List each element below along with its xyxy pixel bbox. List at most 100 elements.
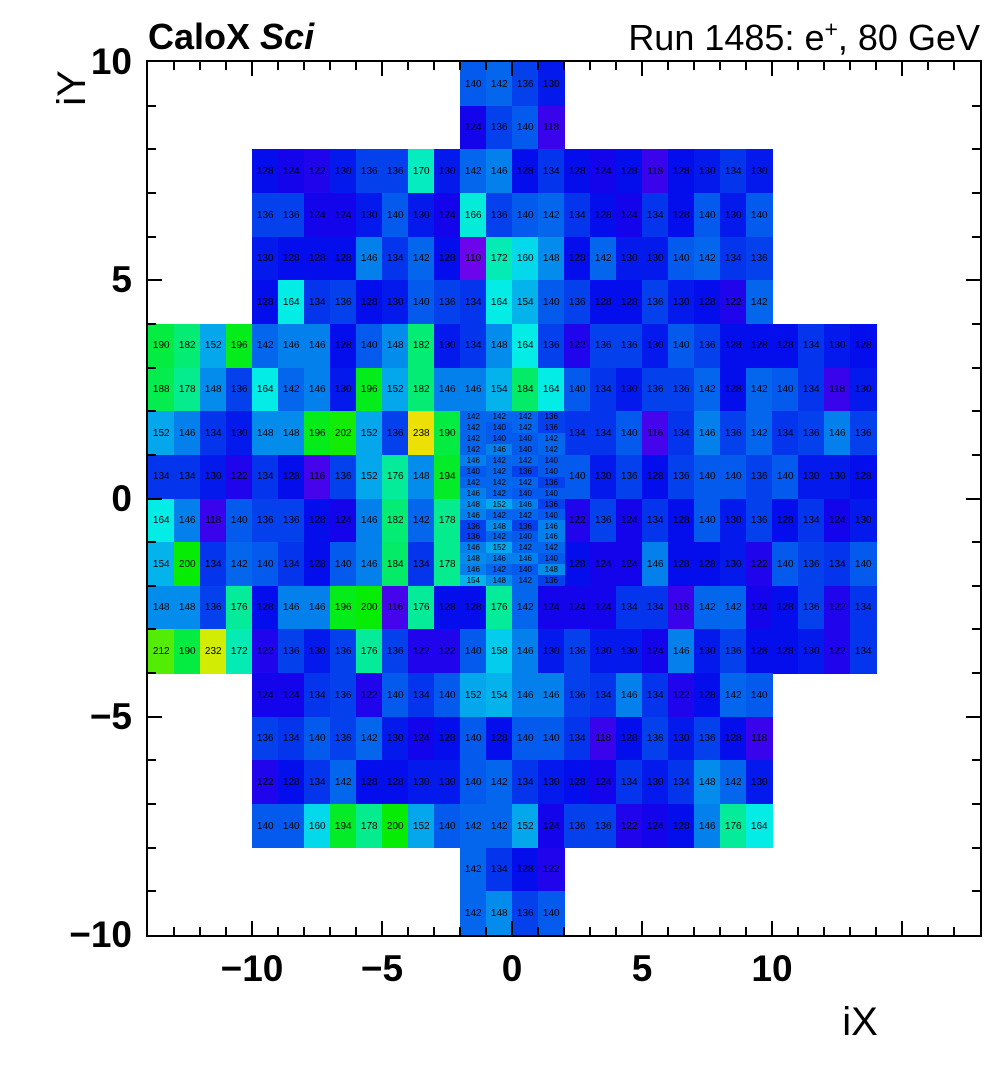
- heatmap-cell: 140: [512, 531, 539, 543]
- y-axis-tick: [972, 890, 980, 893]
- heatmap-cell: 134: [668, 760, 695, 805]
- heatmap-cell: 130: [382, 280, 409, 325]
- heatmap-cell: 136: [668, 454, 695, 499]
- heatmap-cell: 122: [226, 454, 253, 499]
- heatmap-cell: 140: [382, 673, 409, 718]
- heatmap-cell: 190: [174, 629, 201, 674]
- x-axis-tick: [589, 62, 591, 70]
- heatmap-cell: 124: [538, 585, 565, 630]
- heatmap-cell: 148: [538, 563, 565, 576]
- y-axis-tick: [972, 322, 980, 325]
- heatmap-cell: 122: [668, 673, 695, 718]
- heatmap-cell: 130: [720, 542, 747, 587]
- heatmap-cell: 136: [798, 585, 825, 630]
- heatmap-cell: 176: [356, 629, 383, 674]
- heatmap-cell: 146: [356, 542, 383, 587]
- heatmap-cell: 136: [798, 542, 825, 587]
- heatmap-cell: 134: [304, 280, 331, 325]
- heatmap-cell: 134: [278, 542, 305, 587]
- heatmap-cell: 122: [408, 629, 435, 674]
- heatmap-cell: 122: [616, 804, 643, 849]
- heatmap-cell: 130: [694, 629, 721, 674]
- heatmap-cell: 130: [798, 454, 825, 499]
- heatmap-cell: 128: [278, 760, 305, 805]
- heatmap-cell: 200: [174, 542, 201, 587]
- heatmap-cell: 134: [174, 454, 201, 499]
- heatmap-cell: 136: [330, 673, 357, 718]
- heatmap-cell: 142: [538, 443, 565, 456]
- heatmap-cell: 140: [538, 454, 565, 467]
- x-axis-tick: [251, 62, 253, 76]
- heatmap-cell: 130: [720, 192, 747, 238]
- heatmap-cell: 134: [512, 760, 539, 805]
- heatmap-cell: 130: [304, 629, 331, 674]
- heatmap-cell: 178: [174, 367, 201, 412]
- y-axis-tick: [972, 541, 980, 544]
- heatmap-cell: 124: [278, 673, 305, 718]
- heatmap-cell: 140: [512, 433, 539, 445]
- heatmap-cell: 134: [772, 411, 799, 456]
- x-axis-tick: [667, 62, 669, 70]
- x-axis-tick: [693, 927, 695, 935]
- heatmap-cell: 130: [538, 760, 565, 805]
- heatmap-cell: 124: [330, 192, 357, 238]
- heatmap-cell: 140: [512, 563, 539, 576]
- heatmap-cell: 146: [434, 367, 461, 412]
- heatmap-cell: 124: [278, 149, 305, 194]
- heatmap-cell: 190: [148, 323, 175, 369]
- y-axis-title: iY: [50, 70, 94, 106]
- heatmap-cell: 136: [382, 149, 409, 194]
- heatmap-cell: 146: [538, 673, 565, 718]
- y-axis-tick: [148, 759, 156, 762]
- heatmap-cell: 130: [590, 454, 617, 499]
- heatmap-cell: 122: [304, 149, 331, 194]
- heatmap-cell: 182: [408, 323, 435, 369]
- heatmap-cell: 116: [642, 411, 669, 456]
- x-axis-tick: [901, 921, 903, 935]
- x-axis-tick: [875, 62, 877, 70]
- heatmap-cell: 140: [460, 465, 487, 478]
- heatmap-cell: 128: [512, 149, 539, 194]
- heatmap-cell: 136: [330, 716, 357, 761]
- x-axis-tick: [823, 927, 825, 935]
- heatmap-cell: 118: [590, 716, 617, 761]
- heatmap-cell: 118: [538, 105, 565, 150]
- heatmap-cell: 130: [642, 760, 669, 805]
- heatmap-cell: 136: [460, 531, 487, 543]
- heatmap-cell: 142: [720, 673, 747, 718]
- x-axis-tick: [225, 927, 227, 935]
- heatmap-cell: 142: [486, 411, 513, 423]
- heatmap-cell: 130: [642, 236, 669, 281]
- heatmap-cell: 118: [642, 149, 669, 194]
- heatmap-cell: 142: [460, 476, 487, 489]
- x-axis-tick: [771, 62, 773, 76]
- heatmap-cell: 146: [512, 498, 539, 510]
- heatmap-cell: 128: [278, 236, 305, 281]
- heatmap-cell: 140: [694, 192, 721, 238]
- heatmap-cell: 134: [798, 498, 825, 543]
- heatmap-cell: 142: [694, 236, 721, 281]
- heatmap-cell: 136: [746, 498, 773, 543]
- heatmap-cell: 136: [512, 62, 539, 107]
- heatmap-cell: 136: [382, 411, 409, 456]
- heatmap-cell: 152: [356, 454, 383, 499]
- heatmap-cell: 142: [694, 367, 721, 412]
- heatmap-cell: 136: [616, 323, 643, 369]
- heatmap-cell: 136: [590, 323, 617, 369]
- y-tick-label: 10: [90, 41, 132, 82]
- heatmap-cell: 122: [538, 847, 565, 892]
- heatmap-cell: 164: [538, 367, 565, 412]
- heatmap-cell: 136: [278, 192, 305, 238]
- x-axis-tick: [277, 62, 279, 70]
- x-axis-tick: [277, 927, 279, 935]
- heatmap-cell: 130: [746, 149, 773, 194]
- heatmap-cell: 134: [642, 498, 669, 543]
- heatmap-cell: 154: [486, 367, 513, 412]
- x-axis-tick: [173, 62, 175, 70]
- heatmap-cell: 146: [486, 553, 513, 565]
- x-axis-tick: [485, 927, 487, 935]
- heatmap-cell: 140: [694, 454, 721, 499]
- heatmap-cell: 128: [564, 236, 591, 281]
- heatmap-cell: 128: [564, 542, 591, 587]
- heatmap-cell: 140: [486, 433, 513, 445]
